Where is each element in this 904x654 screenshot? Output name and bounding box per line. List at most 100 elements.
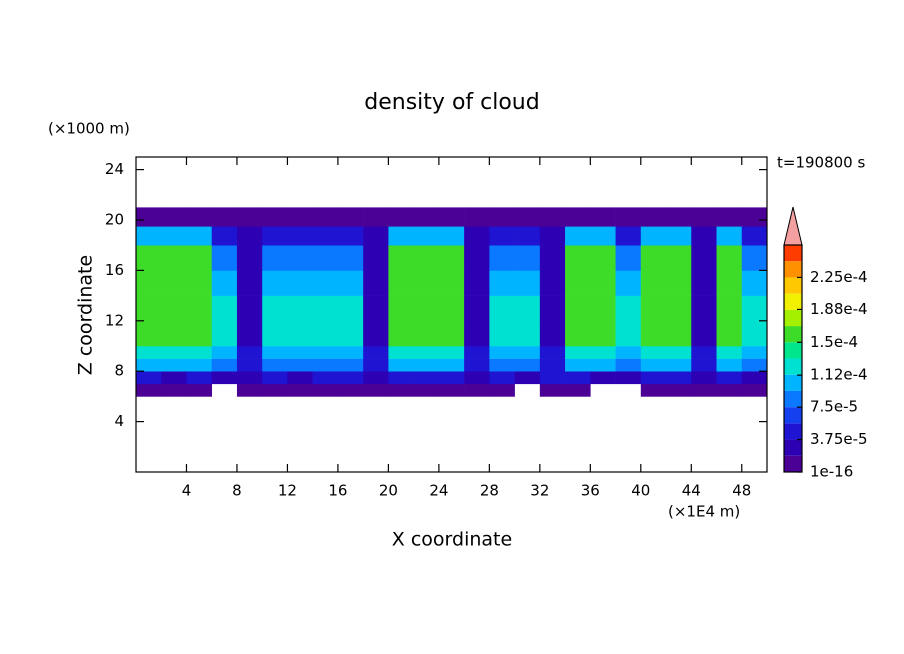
cell [741, 358, 768, 372]
cell [211, 245, 238, 271]
x-tick-label: 44 [682, 482, 701, 500]
cell [464, 226, 490, 246]
cell [262, 371, 288, 385]
cell [413, 245, 440, 271]
cell [337, 358, 364, 372]
cell [211, 207, 238, 227]
cell [262, 295, 288, 322]
cell [489, 270, 515, 296]
cell [565, 245, 591, 271]
cell [691, 346, 717, 359]
cell [388, 270, 414, 296]
cell [590, 226, 616, 246]
cell [438, 346, 465, 359]
cell [337, 346, 364, 359]
cell [413, 346, 440, 359]
colorbar-tick-label: 1.5e-4 [810, 333, 858, 351]
x-tick-label: 16 [328, 482, 347, 500]
cell [363, 295, 389, 322]
cell [539, 346, 566, 359]
cell [388, 371, 414, 385]
cell [312, 270, 339, 296]
cell [312, 295, 339, 322]
colorbar-band [784, 245, 802, 262]
cell [236, 346, 263, 359]
cell [691, 383, 717, 397]
cell [565, 270, 591, 296]
cell [262, 207, 288, 227]
cell [741, 270, 768, 296]
cell [388, 245, 414, 271]
cell [716, 383, 743, 397]
y-tick-label: 4 [114, 412, 124, 430]
cell [236, 207, 263, 227]
cell [565, 207, 591, 227]
colorbar-tick-label: 2.25e-4 [810, 268, 868, 286]
cell [615, 245, 642, 271]
colorbar-band [784, 342, 802, 359]
cell [161, 320, 187, 347]
colorbar-band [784, 374, 802, 391]
cell [464, 383, 490, 397]
cell [236, 295, 263, 322]
cell [136, 358, 162, 372]
x-tick-label: 20 [379, 482, 398, 500]
cell [211, 371, 238, 385]
cell [438, 226, 465, 246]
cell [514, 295, 541, 322]
cell [464, 346, 490, 359]
cell [287, 383, 313, 397]
cell [640, 270, 667, 296]
cell [691, 245, 717, 271]
cell [211, 270, 238, 296]
cell [186, 270, 213, 296]
cell [136, 270, 162, 296]
cell [236, 226, 263, 246]
cell [388, 226, 414, 246]
cell [413, 371, 440, 385]
cell [388, 320, 414, 347]
cell [565, 358, 591, 372]
cell [186, 346, 213, 359]
x-tick-label: 8 [232, 482, 242, 500]
cell [186, 358, 213, 372]
cell [539, 245, 566, 271]
colorbar-band [784, 358, 802, 375]
cell [363, 320, 389, 347]
cell [388, 383, 414, 397]
colorbar-band [784, 439, 802, 456]
cell [312, 320, 339, 347]
colorbar-band [784, 423, 802, 440]
cell [388, 346, 414, 359]
cell [363, 270, 389, 296]
cell [262, 358, 288, 372]
y-tick-label: 12 [105, 311, 124, 329]
cell [716, 207, 743, 227]
x-tick-label: 36 [581, 482, 600, 500]
cell [161, 295, 187, 322]
cell [539, 358, 566, 372]
colorbar-band [784, 455, 802, 472]
cell [640, 371, 667, 385]
cell [514, 207, 541, 227]
cell [413, 295, 440, 322]
cell [489, 320, 515, 347]
cell [565, 320, 591, 347]
cell [186, 371, 213, 385]
cell [666, 245, 692, 271]
cell [312, 371, 339, 385]
cell [136, 346, 162, 359]
cell [716, 358, 743, 372]
cell [413, 270, 440, 296]
time-label: t=190800 s [777, 154, 865, 172]
cell [186, 245, 213, 271]
cell [666, 270, 692, 296]
x-tick-label: 40 [631, 482, 650, 500]
cell [615, 371, 642, 385]
cell [287, 371, 313, 385]
cell [337, 207, 364, 227]
cell [565, 226, 591, 246]
cell [514, 346, 541, 359]
cell [539, 320, 566, 347]
cell [590, 371, 616, 385]
